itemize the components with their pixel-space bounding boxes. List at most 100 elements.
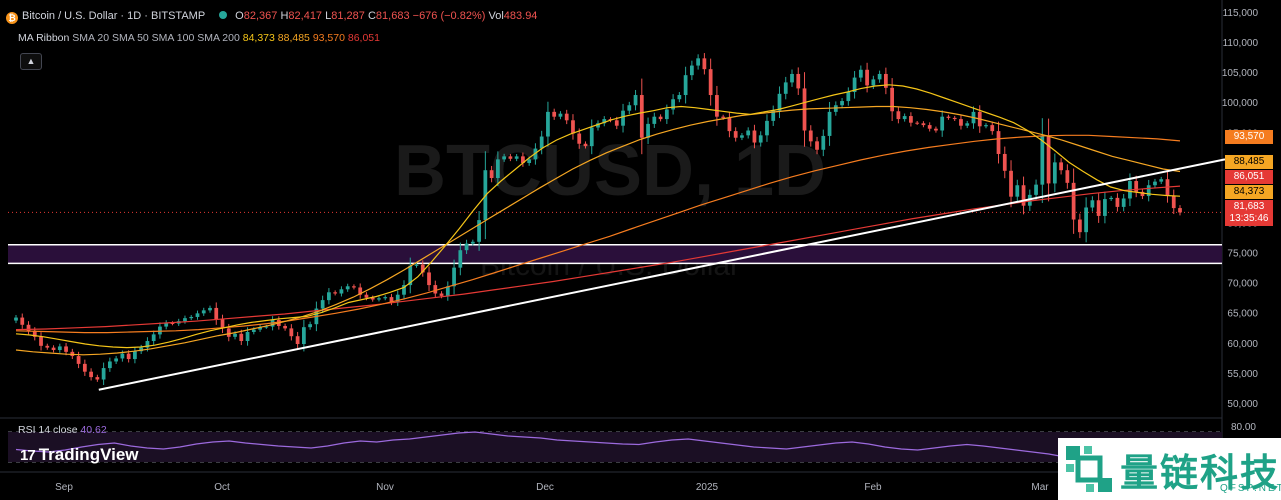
change-value: −676 (−0.82%) bbox=[412, 10, 486, 22]
candle-body bbox=[295, 336, 300, 345]
candle-body bbox=[133, 351, 137, 360]
candle-body bbox=[1034, 184, 1038, 195]
rsi-value: 40.62 bbox=[80, 424, 107, 436]
collapse-legend-button[interactable]: ▲ bbox=[20, 53, 42, 70]
candle-body bbox=[32, 330, 37, 337]
candle-body bbox=[477, 220, 481, 242]
symbol-title[interactable]: Bitcoin / U.S. Dollar · 1D · BITSTAMP bbox=[22, 10, 206, 22]
candle-body bbox=[408, 265, 413, 286]
candle-body bbox=[1059, 162, 1063, 171]
candle-body bbox=[715, 95, 719, 117]
price-tag: 81,683 13:35:46 bbox=[1225, 200, 1273, 226]
candle-body bbox=[433, 285, 438, 294]
candle-body bbox=[871, 79, 876, 86]
candle-body bbox=[702, 58, 707, 70]
candle-body bbox=[1065, 170, 1070, 183]
rsi-legend[interactable]: RSI 14 close 40.62 bbox=[18, 424, 107, 436]
low-value: 81,287 bbox=[331, 10, 365, 22]
candle-body bbox=[833, 105, 838, 112]
candle-body bbox=[1109, 197, 1114, 200]
candle-body bbox=[727, 117, 732, 132]
candle-body bbox=[1090, 200, 1095, 208]
price-tag: 88,485 bbox=[1225, 155, 1273, 169]
candle-body bbox=[946, 116, 951, 118]
low-label: L bbox=[325, 10, 332, 22]
rsi-tick-label: 80.00 bbox=[1231, 422, 1256, 433]
candle-body bbox=[815, 141, 819, 150]
candle-body bbox=[883, 73, 888, 88]
candle-body bbox=[470, 241, 475, 244]
candle-body bbox=[746, 130, 751, 136]
candle-body bbox=[389, 297, 394, 302]
candle-body bbox=[589, 127, 594, 147]
bitcoin-icon: ₿ bbox=[6, 12, 18, 24]
candle-body bbox=[990, 125, 995, 132]
price-tag-value: 84,373 bbox=[1233, 186, 1265, 197]
candle-body bbox=[383, 297, 388, 299]
candle-body bbox=[364, 294, 369, 298]
candle-body bbox=[940, 116, 945, 131]
candle-body bbox=[934, 128, 938, 131]
candle-body bbox=[858, 69, 863, 78]
open-value: 82,367 bbox=[243, 10, 278, 22]
candle-body bbox=[671, 99, 675, 110]
candle-body bbox=[552, 111, 557, 117]
candle-body bbox=[82, 363, 87, 372]
rsi-line bbox=[15, 431, 1181, 458]
candle-body bbox=[352, 286, 356, 288]
ma50-value: 88,485 bbox=[277, 32, 310, 44]
candle-body bbox=[927, 125, 932, 129]
candle-body bbox=[733, 131, 738, 138]
candle-body bbox=[495, 159, 500, 179]
candle-body bbox=[464, 243, 469, 251]
candle-body bbox=[740, 135, 744, 138]
price-tag: 86,051 bbox=[1225, 170, 1273, 184]
y-tick-label: 55,000 bbox=[1227, 369, 1258, 380]
candle-body bbox=[527, 159, 532, 163]
y-tick-label: 65,000 bbox=[1227, 309, 1258, 320]
candle-body bbox=[602, 119, 607, 124]
candle-body bbox=[564, 113, 569, 121]
candle-body bbox=[796, 73, 801, 89]
candle-body bbox=[808, 130, 813, 142]
candle-body bbox=[164, 322, 169, 327]
candle-body bbox=[345, 286, 350, 290]
ma100-line bbox=[15, 134, 1181, 334]
candle-body bbox=[420, 264, 425, 273]
candle-body bbox=[502, 156, 507, 160]
y-tick-label: 115,000 bbox=[1223, 8, 1259, 19]
candle-body bbox=[752, 130, 757, 143]
ma-ribbon-legend[interactable]: MA Ribbon SMA 20 SMA 50 SMA 100 SMA 200 … bbox=[18, 32, 380, 44]
price-tag: 93,570 bbox=[1225, 130, 1273, 144]
candle-body bbox=[339, 289, 344, 294]
candle-body bbox=[514, 156, 519, 159]
candle-body bbox=[508, 156, 513, 159]
candle-body bbox=[233, 333, 237, 337]
candle-body bbox=[283, 325, 287, 329]
price-tag: 84,373 bbox=[1225, 185, 1273, 199]
ma-ribbon-params: SMA 20 SMA 50 SMA 100 SMA 200 bbox=[72, 32, 240, 44]
candle-body bbox=[301, 327, 306, 345]
candle-body bbox=[139, 347, 144, 352]
candle-body bbox=[264, 326, 269, 328]
vol-label: Vol bbox=[488, 10, 504, 22]
candle-body bbox=[95, 377, 100, 380]
candle-body bbox=[652, 116, 657, 124]
candle-body bbox=[289, 328, 294, 337]
vol-value: 483.94 bbox=[503, 10, 538, 22]
ma200-value: 86,051 bbox=[347, 32, 380, 44]
candle-body bbox=[658, 116, 663, 120]
candle-body bbox=[201, 310, 206, 314]
x-tick-label: Sep bbox=[55, 482, 73, 493]
candle-body bbox=[158, 326, 162, 335]
candle-body bbox=[902, 116, 907, 120]
candle-body bbox=[1052, 162, 1057, 184]
tradingview-logo[interactable]: 17 TradingView bbox=[20, 445, 139, 465]
candle-body bbox=[909, 116, 913, 123]
candle-body bbox=[114, 358, 119, 362]
candle-body bbox=[558, 113, 563, 117]
rsi-label: RSI 14 close bbox=[18, 424, 78, 436]
candle-body bbox=[145, 341, 150, 348]
candle-body bbox=[395, 294, 400, 302]
